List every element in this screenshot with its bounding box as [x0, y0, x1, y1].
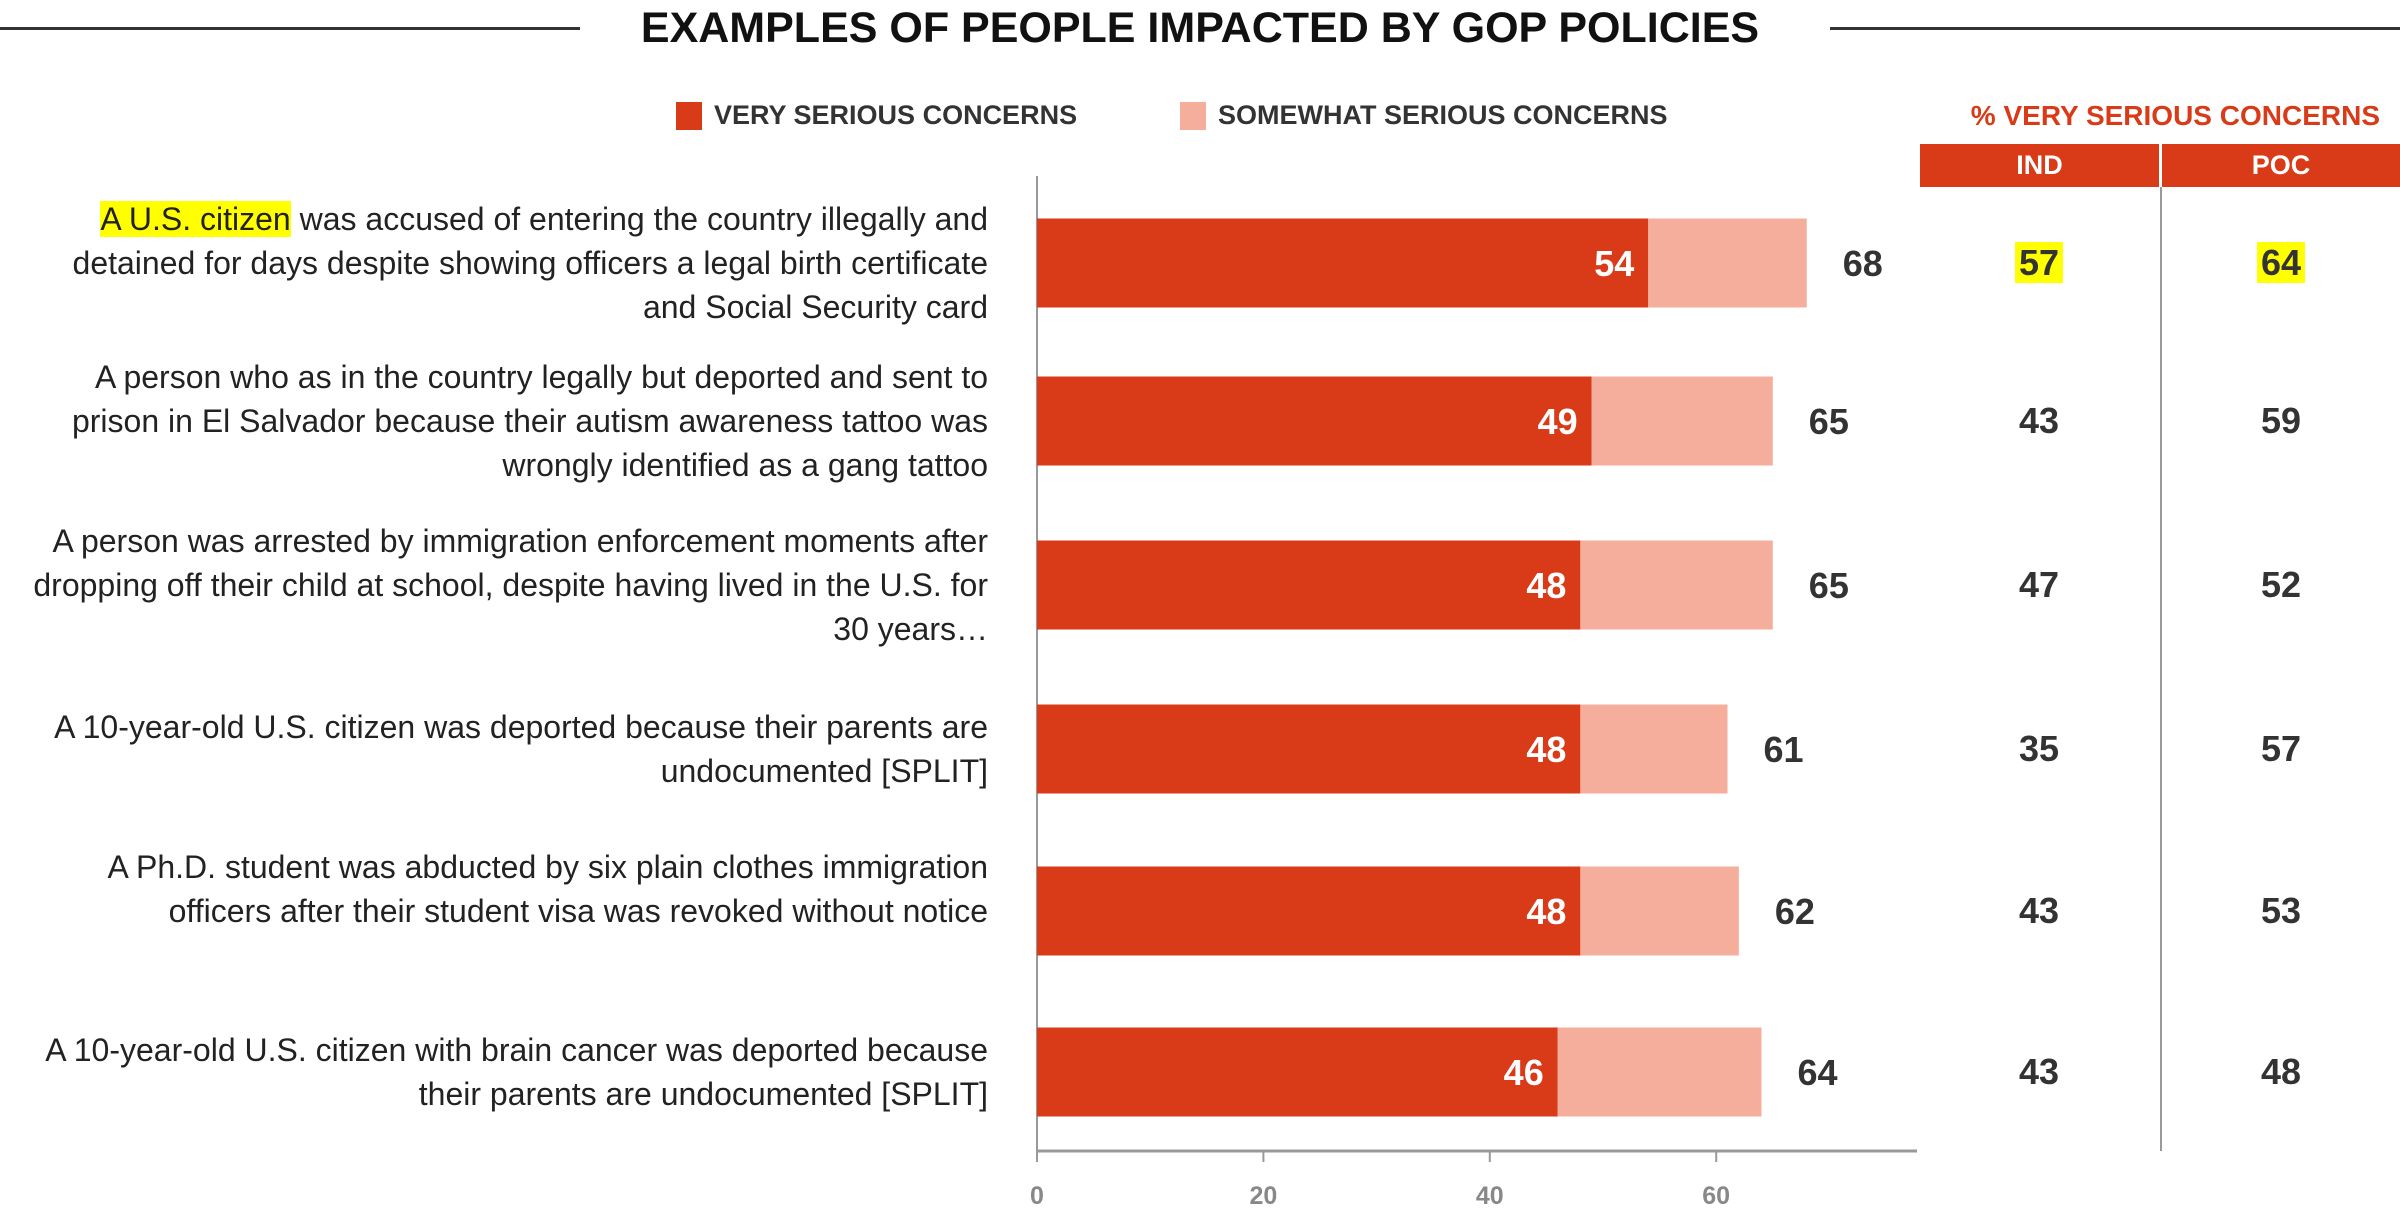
- table-cell-ind: 35: [1920, 728, 2158, 770]
- table-value: 43: [2018, 400, 2060, 441]
- table-cell-ind: 43: [1920, 890, 2158, 932]
- table-cell-ind: 47: [1920, 564, 2158, 606]
- table-value: 47: [2018, 564, 2060, 605]
- table-cell-poc: 64: [2162, 242, 2400, 284]
- legend-label-very: VERY SERIOUS CONCERNS: [714, 100, 1078, 130]
- row-label-highlight: A U.S. citizen: [100, 201, 291, 237]
- table-cell-ind: 43: [1920, 400, 2158, 442]
- table-cell-poc: 59: [2162, 400, 2400, 442]
- row-label: A 10-year-old U.S. citizen was deported …: [28, 705, 988, 793]
- table-value: 53: [2260, 890, 2302, 931]
- table-cell-poc: 52: [2162, 564, 2400, 606]
- row-label: A Ph.D. student was abducted by six plai…: [28, 845, 988, 933]
- x-tick-label: 0: [1030, 1182, 1044, 1210]
- bar-very-serious: [1037, 704, 1581, 794]
- legend-very-serious: VERY SERIOUS CONCERNS: [676, 100, 1077, 131]
- x-tick-label: 40: [1476, 1182, 1504, 1210]
- row-label-text: A person was arrested by immigration enf…: [33, 523, 988, 647]
- table-value: 52: [2260, 564, 2302, 605]
- table-value: 48: [2260, 1051, 2302, 1092]
- bar-somewhat-serious: [1580, 540, 1773, 630]
- row-label: A person who as in the country legally b…: [28, 355, 988, 487]
- bar-somewhat-serious: [1557, 1027, 1762, 1117]
- table-value: 57: [2260, 728, 2302, 769]
- row-label-text: A Ph.D. student was abducted by six plai…: [107, 849, 988, 929]
- title-rule-left: [0, 27, 580, 30]
- bar-somewhat-serious: [1648, 218, 1807, 308]
- data-label-total: 64: [1797, 1052, 1837, 1093]
- title-bar: EXAMPLES OF PEOPLE IMPACTED BY GOP POLIC…: [0, 0, 2400, 56]
- data-label-total: 62: [1775, 891, 1815, 932]
- column-header-ind: IND: [1920, 144, 2159, 187]
- data-label-total: 65: [1809, 401, 1849, 442]
- table-value: 35: [2018, 728, 2060, 769]
- table-cell-poc: 48: [2162, 1051, 2400, 1093]
- data-label-very: 54: [1594, 243, 1634, 284]
- data-label-very: 48: [1526, 565, 1566, 606]
- column-header-poc: POC: [2162, 144, 2400, 187]
- row-label-text: was accused of entering the country ille…: [72, 201, 988, 325]
- table-cell-ind: 43: [1920, 1051, 2158, 1093]
- bar-very-serious: [1037, 376, 1592, 466]
- bar-very-serious: [1037, 540, 1581, 630]
- row-label-text: A 10-year-old U.S. citizen with brain ca…: [45, 1032, 988, 1112]
- table-cell-poc: 57: [2162, 728, 2400, 770]
- bar-somewhat-serious: [1580, 866, 1739, 956]
- legend-somewhat-serious: SOMEWHAT SERIOUS CONCERNS: [1180, 100, 1668, 131]
- bar-very-serious: [1037, 1027, 1558, 1117]
- title-rule-right: [1830, 27, 2400, 30]
- data-label-total: 65: [1809, 565, 1849, 606]
- row-label: A 10-year-old U.S. citizen with brain ca…: [28, 1028, 988, 1116]
- row-label-text: A 10-year-old U.S. citizen was deported …: [54, 709, 988, 789]
- data-label-very: 48: [1526, 729, 1566, 770]
- chart-title-text: EXAMPLES OF PEOPLE IMPACTED BY GOP POLIC…: [618, 4, 1782, 52]
- legend-swatch-very: [676, 101, 702, 130]
- table-title: % VERY SERIOUS CONCERNS: [1970, 100, 2380, 131]
- table-cell-poc: 53: [2162, 890, 2400, 932]
- data-label-very: 49: [1538, 401, 1578, 442]
- x-tick-label: 20: [1249, 1182, 1277, 1210]
- bar-somewhat-serious: [1591, 376, 1773, 466]
- chart-title: EXAMPLES OF PEOPLE IMPACTED BY GOP POLIC…: [0, 4, 2400, 53]
- legend-swatch-somewhat: [1180, 101, 1206, 130]
- table-value: 57: [2014, 242, 2064, 283]
- row-label: A person was arrested by immigration enf…: [28, 519, 988, 651]
- table-value: 43: [2018, 890, 2060, 931]
- bar-very-serious: [1037, 866, 1581, 956]
- table-value: 43: [2018, 1051, 2060, 1092]
- data-label-total: 61: [1764, 729, 1804, 770]
- bar-somewhat-serious: [1580, 704, 1728, 794]
- x-tick-label: 60: [1702, 1182, 1730, 1210]
- legend-label-somewhat: SOMEWHAT SERIOUS CONCERNS: [1218, 100, 1668, 130]
- table-divider: [2160, 187, 2162, 1151]
- data-label-very: 48: [1526, 891, 1566, 932]
- bar-very-serious: [1037, 218, 1649, 308]
- table-value: 59: [2260, 400, 2302, 441]
- data-label-total: 68: [1843, 243, 1883, 284]
- data-label-very: 46: [1504, 1052, 1544, 1093]
- table-cell-ind: 57: [1920, 242, 2158, 284]
- row-label: A U.S. citizen was accused of entering t…: [28, 197, 988, 329]
- table-value: 64: [2256, 242, 2306, 283]
- row-label-text: A person who as in the country legally b…: [71, 359, 988, 483]
